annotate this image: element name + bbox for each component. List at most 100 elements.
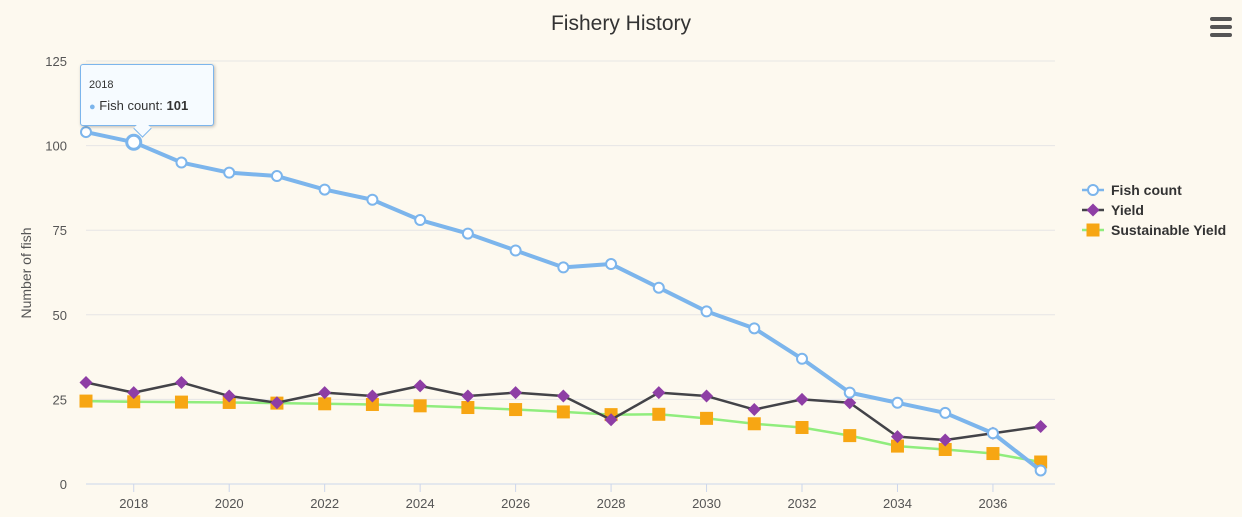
chart-menu-button[interactable]: [1206, 12, 1236, 42]
data-point: [795, 420, 809, 434]
y-axis-label: Number of fish: [18, 227, 34, 318]
series-yield: [79, 375, 1048, 447]
data-point: [556, 405, 570, 419]
legend-label: Yield: [1111, 202, 1144, 218]
data-point: [556, 389, 570, 403]
y-tick-label: 25: [53, 392, 67, 407]
tooltip-series-name: Fish count: [99, 98, 160, 113]
data-point: [747, 417, 761, 431]
data-point: [891, 396, 904, 409]
legend-item-yield[interactable]: Yield: [1082, 202, 1144, 218]
data-point: [125, 133, 143, 151]
data-point: [222, 389, 236, 403]
data-point: [413, 379, 427, 393]
legend[interactable]: Fish count Yield Sustainable Yield: [1082, 182, 1226, 238]
legend-marker: [1086, 223, 1100, 237]
data-point: [127, 395, 141, 409]
legend-marker: [1086, 203, 1100, 217]
data-point: [79, 394, 93, 408]
data-point: [366, 193, 379, 206]
legend-item-sustainable-yield[interactable]: Sustainable Yield: [1082, 222, 1226, 238]
data-point: [986, 447, 1000, 461]
data-point: [270, 170, 283, 183]
data-point: [413, 399, 427, 413]
x-tick-label: 2036: [978, 496, 1007, 511]
data-point: [890, 430, 904, 444]
x-tick-label: 2020: [215, 496, 244, 511]
series-fish-count: [80, 126, 1047, 477]
data-point: [127, 386, 141, 400]
y-tick-label: 0: [60, 477, 67, 492]
data-point: [414, 214, 427, 227]
tooltip-line: ● Fish count: 101: [89, 98, 189, 113]
data-point: [1034, 419, 1048, 433]
y-tick-label: 50: [53, 308, 67, 323]
data-point: [890, 439, 904, 453]
series-group: [79, 126, 1048, 477]
legend-item-fish-count[interactable]: Fish count: [1082, 182, 1182, 198]
data-point: [700, 411, 714, 425]
data-point: [939, 406, 952, 419]
data-point: [509, 244, 522, 257]
data-point: [796, 352, 809, 365]
data-point: [748, 322, 761, 335]
x-tick-label: 2024: [406, 496, 435, 511]
data-point: [1034, 464, 1047, 477]
data-point: [938, 433, 952, 447]
chart-title: Fishery History: [551, 12, 692, 35]
data-point: [652, 386, 666, 400]
legend-label: Sustainable Yield: [1111, 222, 1226, 238]
data-point: [318, 397, 332, 411]
x-tick-label: 2026: [501, 496, 530, 511]
y-tick-label: 75: [53, 223, 67, 238]
x-tick-label: 2022: [310, 496, 339, 511]
data-point: [986, 427, 999, 440]
data-point: [509, 403, 523, 417]
x-tick-label: 2028: [597, 496, 626, 511]
y-tick-label: 125: [45, 54, 67, 69]
x-tick-label: 2030: [692, 496, 721, 511]
data-point: [509, 386, 523, 400]
y-tick-label: 100: [45, 139, 67, 154]
data-point: [795, 392, 809, 406]
axes: 0 25 50 75 100 125 2018 2020 2022 2024 2026 2028 203…: [45, 54, 1055, 511]
data-point: [938, 442, 952, 456]
data-point: [461, 389, 475, 403]
tooltip-x-label: 2018: [89, 79, 114, 91]
data-point: [700, 389, 714, 403]
data-point: [461, 227, 474, 240]
data-point: [365, 389, 379, 403]
data-point: [557, 261, 570, 274]
data-point: [843, 429, 857, 443]
data-point: [843, 396, 857, 410]
data-point: [652, 281, 665, 294]
data-point: [318, 183, 331, 196]
x-tick-label: 2032: [788, 496, 817, 511]
tooltip-series-dot-icon: ●: [89, 101, 96, 113]
data-point: [80, 126, 92, 139]
data-point: [1034, 455, 1048, 469]
hamburger-menu-icon: [1210, 25, 1232, 29]
data-point: [365, 397, 379, 411]
series-line: [85, 130, 1042, 473]
chart-tooltip: 2018 ● Fish count: 101: [80, 64, 214, 126]
legend-marker: [1087, 184, 1099, 196]
data-point: [700, 305, 713, 318]
data-point: [174, 395, 188, 409]
data-point: [270, 396, 284, 410]
data-point: [747, 403, 761, 417]
data-point: [174, 375, 188, 389]
data-point: [79, 375, 93, 389]
data-point: [175, 156, 188, 169]
grid-lines: [86, 60, 1055, 400]
data-point: [461, 401, 475, 415]
data-point: [652, 407, 666, 421]
legend-label: Fish count: [1111, 182, 1182, 198]
hamburger-menu-icon: [1210, 17, 1232, 21]
tooltip-value: 101: [166, 98, 189, 113]
x-tick-label: 2034: [883, 496, 912, 511]
x-tick-label: 2018: [119, 496, 148, 511]
hamburger-menu-icon: [1210, 33, 1232, 37]
data-point: [605, 258, 618, 271]
